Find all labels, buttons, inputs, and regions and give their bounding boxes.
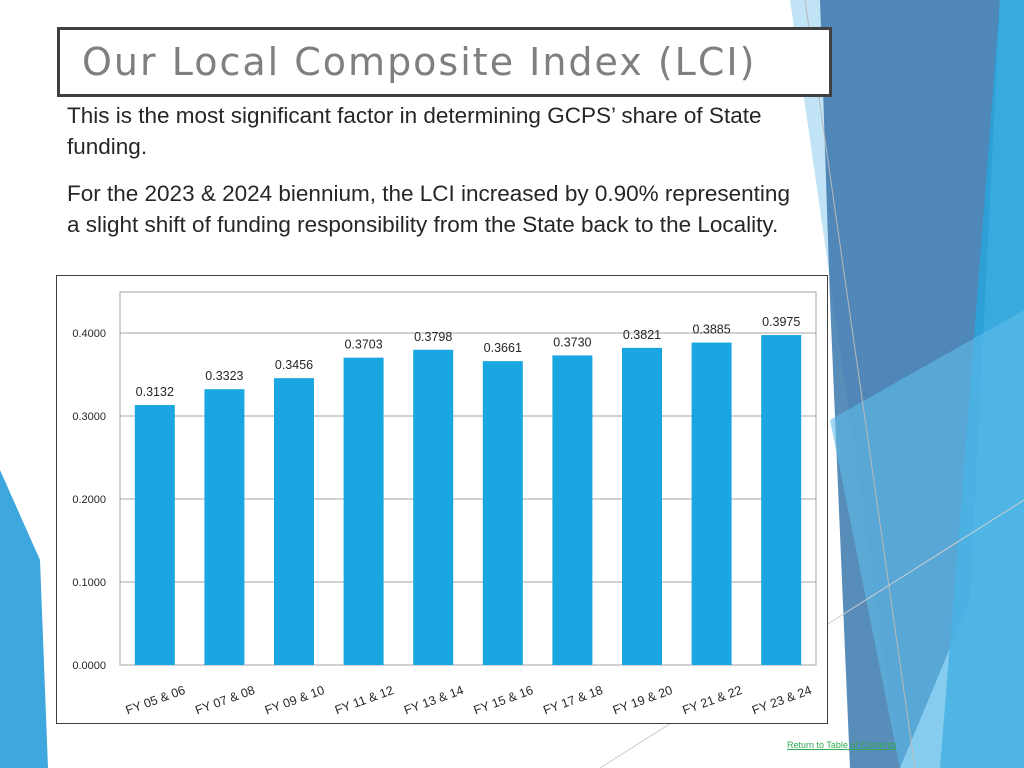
deco-shape-right-glow: [830, 310, 1024, 768]
bar: [274, 378, 314, 665]
x-tick-label: FY 17 & 18: [541, 683, 604, 717]
bar: [204, 389, 245, 665]
data-label: 0.3661: [484, 341, 522, 355]
x-tick-label: FY 23 & 24: [750, 683, 813, 717]
x-tick-label: FY 19 & 20: [611, 683, 674, 717]
x-tick-label: FY 11 & 12: [333, 683, 396, 717]
x-tick-label: FY 13 & 14: [402, 683, 465, 717]
bar: [622, 347, 662, 665]
bar: [482, 361, 523, 665]
data-label: 0.3798: [414, 330, 452, 344]
deco-shape-left: [0, 470, 48, 768]
bar: [761, 335, 802, 665]
x-tick-label: FY 07 & 08: [193, 683, 256, 717]
y-tick-label: 0.4000: [72, 328, 106, 340]
title-box: Our Local Composite Index (LCI): [57, 27, 832, 97]
data-label: 0.3975: [762, 315, 800, 329]
x-tick-label: FY 05 & 06: [124, 683, 187, 717]
bar: [691, 342, 732, 665]
data-label: 0.3885: [692, 323, 730, 337]
lci-bar-chart: 0.0000 0.1000 0.2000 0.3000 0.4000 0.3132 FY 0…: [72, 291, 817, 717]
chart-frame: 0.0000 0.1000 0.2000 0.3000 0.4000 0.3132 FY 0…: [56, 275, 828, 724]
table-of-contents-link[interactable]: Return to Table of Contents: [787, 740, 897, 750]
bar: [413, 349, 454, 665]
deco-line: [804, 0, 916, 768]
paragraph-lci-increase: For the 2023 & 2024 biennium, the LCI in…: [67, 181, 790, 237]
data-label: 0.3456: [275, 358, 313, 372]
data-label: 0.3323: [205, 369, 243, 383]
y-tick-label: 0.1000: [72, 577, 106, 589]
data-label: 0.3132: [136, 385, 174, 399]
data-label: 0.3703: [344, 338, 382, 352]
y-tick-label: 0.0000: [72, 660, 106, 672]
x-tick-label: FY 21 & 22: [681, 683, 744, 717]
bar: [552, 355, 593, 665]
y-tick-label: 0.2000: [72, 494, 106, 506]
data-label: 0.3730: [553, 335, 591, 349]
y-tick-label: 0.3000: [72, 411, 106, 423]
data-label: 0.3821: [623, 328, 661, 342]
bar: [343, 357, 384, 665]
x-tick-label: FY 09 & 10: [263, 683, 326, 717]
x-tick-label: FY 15 & 16: [472, 683, 535, 717]
paragraph-lci-significance: This is the most significant factor in d…: [67, 103, 762, 159]
page-title: Our Local Composite Index (LCI): [82, 40, 757, 84]
bar: [134, 405, 175, 665]
